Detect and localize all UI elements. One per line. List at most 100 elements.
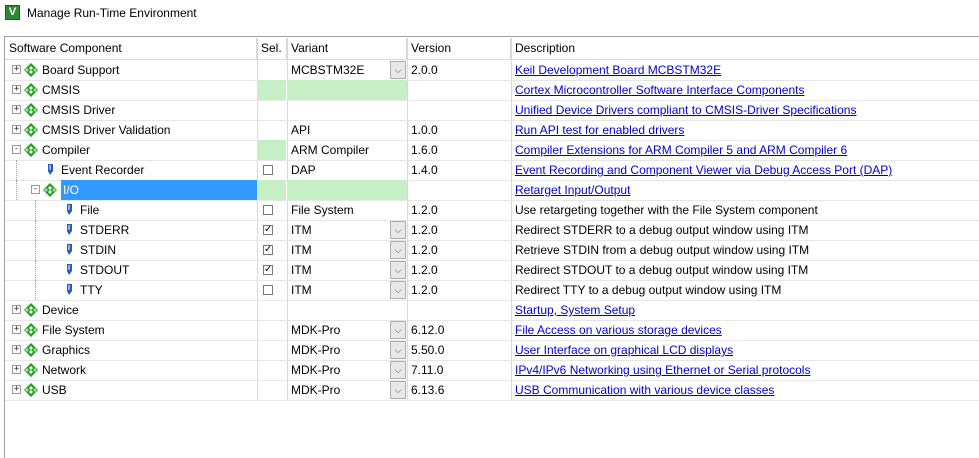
column-header-version[interactable]: Version	[407, 38, 511, 59]
table-row[interactable]: + Board Support MCBSTM32E ⌵ 2.0.0 Keil Develo…	[5, 60, 979, 80]
description-link[interactable]: Retarget Input/Output	[515, 183, 631, 197]
table-row[interactable]: + Network MDK-Pro ⌵ 7.11.0 IPv4/IPv6 Networki…	[5, 360, 979, 380]
version-value	[407, 80, 511, 100]
expand-icon[interactable]: +	[12, 304, 21, 314]
table-row[interactable]: STDERR ✓ ITM ⌵ 1.2.0 Redirect STDERR to a deb…	[5, 220, 979, 240]
description-link[interactable]: Event Recording and Component Viewer via…	[515, 163, 893, 177]
column-divider[interactable]	[257, 38, 258, 401]
select-checkbox[interactable]: ✓	[263, 264, 273, 275]
select-checkbox[interactable]	[263, 165, 273, 175]
chevron-down-icon[interactable]: ⌵	[390, 221, 406, 239]
table-row[interactable]: + CMSIS Driver Unified Device Drivers comp…	[5, 100, 979, 120]
expand-icon[interactable]: +	[12, 124, 21, 134]
chevron-down-icon[interactable]: ⌵	[390, 261, 406, 279]
chevron-down-icon[interactable]: ⌵	[390, 321, 406, 339]
component-name[interactable]: CMSIS Driver Validation	[42, 123, 171, 137]
component-name[interactable]: STDOUT	[80, 263, 130, 277]
table-row[interactable]: + Graphics MDK-Pro ⌵ 5.50.0 User Interface on…	[5, 340, 979, 360]
variant-value[interactable]: MDK-Pro	[291, 383, 341, 397]
table-row[interactable]: + CMSIS Driver Validation API 1.0.0 Run API …	[5, 120, 979, 140]
column-divider[interactable]	[407, 38, 408, 401]
description-link[interactable]: File Access on various storage devices	[515, 323, 722, 337]
component-name[interactable]: File	[80, 203, 100, 217]
component-diamond-icon	[24, 143, 38, 157]
description-link[interactable]: Keil Development Board MCBSTM32E	[515, 63, 722, 77]
select-checkbox[interactable]: ✓	[263, 224, 273, 235]
variant-value[interactable]: ITM	[291, 223, 312, 237]
table-row[interactable]: TTY ITM ⌵ 1.2.0 Redirect TTY to a debug outp…	[5, 280, 979, 300]
column-divider[interactable]	[287, 38, 288, 401]
component-name[interactable]: STDIN	[80, 243, 116, 257]
component-name[interactable]: Event Recorder	[61, 163, 145, 177]
table-row[interactable]: STDIN ✓ ITM ⌵ 1.2.0 Retrieve STDIN from a deb…	[5, 240, 979, 260]
tree-guide-line	[16, 160, 17, 180]
collapse-icon[interactable]: -	[31, 184, 40, 194]
table-row[interactable]: Event Recorder DAP 1.4.0 Event Recording an…	[5, 160, 979, 180]
chevron-down-icon[interactable]: ⌵	[390, 281, 406, 299]
row-divider	[5, 220, 979, 221]
description-link[interactable]: Cortex Microcontroller Software Interfac…	[515, 83, 805, 97]
variant-value: API	[291, 123, 311, 137]
description-link[interactable]: Unified Device Drivers compliant to CMSI…	[515, 103, 857, 117]
expand-icon[interactable]: +	[12, 104, 21, 114]
component-name[interactable]: I/O	[61, 180, 257, 200]
version-value: 1.6.0	[411, 143, 438, 157]
variant-value[interactable]: MDK-Pro	[291, 363, 341, 377]
component-name[interactable]: TTY	[80, 283, 103, 297]
expand-icon[interactable]: +	[12, 344, 21, 354]
variant-value[interactable]: MCBSTM32E	[291, 63, 365, 77]
variant-value[interactable]: ITM	[291, 263, 312, 277]
component-name[interactable]: USB	[42, 383, 67, 397]
select-checkbox[interactable]	[263, 285, 273, 295]
chevron-down-icon[interactable]: ⌵	[390, 241, 406, 259]
component-name[interactable]: STDERR	[80, 223, 130, 237]
description-link[interactable]: Run API test for enabled drivers	[515, 123, 685, 137]
table-row[interactable]: + USB MDK-Pro ⌵ 6.13.6 USB Communication with…	[5, 380, 979, 400]
expand-icon[interactable]: +	[12, 64, 21, 74]
chevron-down-icon[interactable]: ⌵	[390, 361, 406, 379]
variant-value[interactable]: MDK-Pro	[291, 343, 341, 357]
row-divider	[5, 320, 979, 321]
chevron-down-icon[interactable]: ⌵	[390, 61, 406, 79]
table-row[interactable]: + CMSIS Cortex Microcontroller Software In…	[5, 80, 979, 100]
expand-icon[interactable]: +	[12, 84, 21, 94]
select-checkbox[interactable]	[263, 205, 273, 215]
column-header-component[interactable]: Software Component	[5, 38, 257, 59]
table-row[interactable]: + Device Startup, System Setup	[5, 300, 979, 320]
component-name[interactable]: CMSIS Driver	[42, 103, 116, 117]
component-name[interactable]: Compiler	[42, 143, 91, 157]
chevron-down-icon[interactable]: ⌵	[390, 381, 406, 399]
column-header-sel[interactable]: Sel.	[257, 38, 287, 59]
component-name[interactable]: Board Support	[42, 63, 120, 77]
column-divider[interactable]	[511, 38, 512, 401]
chevron-down-icon[interactable]: ⌵	[390, 341, 406, 359]
description-link[interactable]: Compiler Extensions for ARM Compiler 5 a…	[515, 143, 848, 157]
select-checkbox[interactable]: ✓	[263, 244, 273, 255]
component-name[interactable]: Graphics	[42, 343, 91, 357]
table-row[interactable]: + File System MDK-Pro ⌵ 6.12.0 File Access on…	[5, 320, 979, 340]
table-row[interactable]: File File System 1.2.0 Use retargeting toge…	[5, 200, 979, 220]
expand-icon[interactable]: +	[12, 384, 21, 394]
version-value: 1.2.0	[411, 283, 438, 297]
component-name[interactable]: Network	[42, 363, 87, 377]
component-name[interactable]: Device	[42, 303, 79, 317]
table-row[interactable]: - I/O Retarget Input/Output	[5, 180, 979, 200]
collapse-icon[interactable]: -	[12, 144, 21, 154]
description-link[interactable]: IPv4/IPv6 Networking using Ethernet or S…	[515, 363, 811, 377]
component-name[interactable]: File System	[42, 323, 105, 337]
table-row[interactable]: - Compiler ARM Compiler 1.6.0 Compiler Exten…	[5, 140, 979, 160]
description-link[interactable]: User Interface on graphical LCD displays	[515, 343, 734, 357]
variant-value[interactable]: ITM	[291, 243, 312, 257]
table-row[interactable]: STDOUT ✓ ITM ⌵ 1.2.0 Redirect STDOUT to a deb…	[5, 260, 979, 280]
pin-icon	[67, 204, 72, 215]
component-name[interactable]: CMSIS	[42, 83, 81, 97]
expand-icon[interactable]: +	[12, 324, 21, 334]
column-header-variant[interactable]: Variant	[287, 38, 407, 59]
variant-value[interactable]: ITM	[291, 283, 312, 297]
variant-value[interactable]: MDK-Pro	[291, 323, 341, 337]
description-link[interactable]: USB Communication with various device cl…	[515, 383, 775, 397]
component-diamond-icon	[43, 183, 57, 197]
description-link[interactable]: Startup, System Setup	[515, 303, 636, 317]
column-header-description[interactable]: Description	[511, 38, 979, 59]
expand-icon[interactable]: +	[12, 364, 21, 374]
